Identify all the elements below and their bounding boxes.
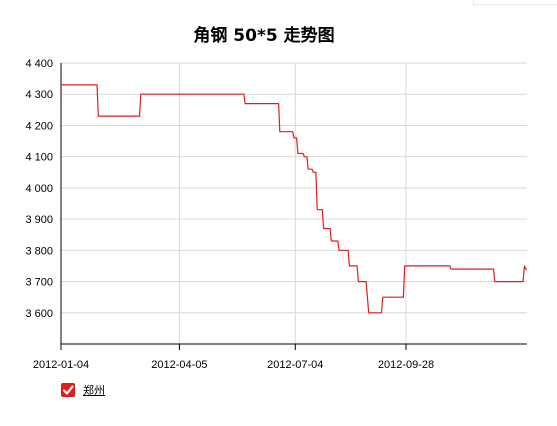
corner-frame	[473, 0, 557, 5]
chart-series	[61, 84, 527, 314]
x-tick-label: 2012-01-04	[33, 359, 89, 371]
checkbox-checked-icon[interactable]	[61, 383, 75, 397]
y-tick-label: 3 700	[25, 277, 53, 289]
y-tick-label: 4 200	[25, 120, 53, 132]
y-tick-label: 3 800	[25, 245, 53, 257]
x-tick-label: 2012-09-28	[378, 359, 434, 371]
y-axis-ticks: 3 600 3 700 3 800 3 900 4 000 4 100 4 200 4 300…	[25, 58, 53, 320]
y-tick-label: 4 400	[25, 58, 53, 70]
x-axis-ticks: 2012-01-04 2012-04-05 2012-07-04 2012-09-28	[33, 344, 434, 371]
series-line-zhengzhou	[61, 84, 527, 314]
legend-label: 郑州	[83, 385, 105, 397]
y-tick-label: 4 000	[25, 183, 53, 195]
y-tick-label: 4 100	[25, 152, 53, 164]
y-tick-label: 3 600	[25, 308, 53, 320]
y-tick-label: 3 900	[25, 214, 53, 226]
chart-axes	[60, 63, 527, 345]
x-tick-label: 2012-04-05	[151, 359, 207, 371]
chart-grid	[60, 62, 527, 344]
legend-item-zhengzhou[interactable]: 郑州	[61, 382, 105, 398]
x-tick-label: 2012-07-04	[267, 359, 323, 371]
y-tick-label: 4 300	[25, 89, 53, 101]
chart-title: 角钢 50*5 走势图	[193, 25, 334, 46]
